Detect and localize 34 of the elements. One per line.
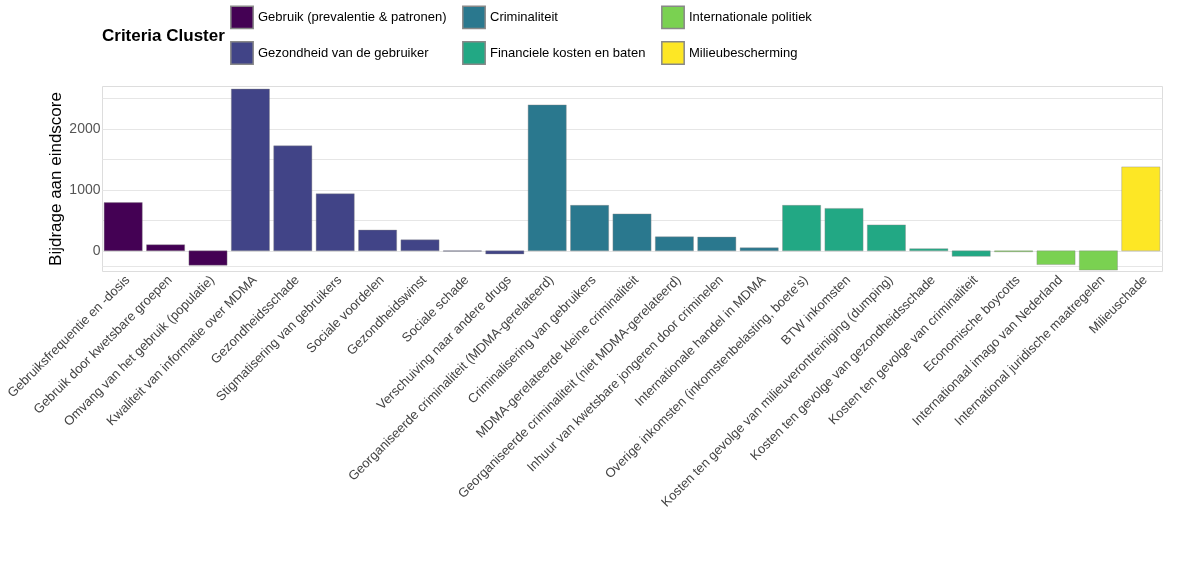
bar — [315, 193, 355, 252]
bar — [951, 250, 991, 257]
bar — [485, 250, 525, 255]
bar — [612, 213, 652, 252]
bar — [909, 248, 949, 252]
bar — [824, 208, 864, 252]
y-axis-title: Bijdrage aan eindscore — [46, 92, 66, 266]
bar — [273, 145, 313, 252]
legend-title: Criteria Cluster — [102, 26, 226, 45]
legend-label: Criminaliteit — [490, 9, 559, 25]
bar — [655, 236, 694, 252]
bar — [739, 247, 779, 252]
bar — [697, 236, 737, 252]
bar — [358, 229, 397, 252]
bar — [1079, 250, 1118, 271]
y-tick-label: 2000 — [69, 120, 101, 137]
legend-label: Gezondheid van de gebruiker — [258, 45, 430, 60]
bar — [188, 250, 228, 266]
y-tick-label: 0 — [92, 242, 101, 259]
bar — [867, 224, 906, 252]
legend-label: Financiele kosten en baten — [490, 45, 646, 60]
bar — [146, 244, 185, 252]
legend-label: Gebruik (prevalentie & patronen) — [258, 9, 447, 25]
bar — [1036, 250, 1076, 265]
bar — [782, 205, 821, 252]
bar — [103, 202, 143, 252]
bar — [527, 104, 567, 252]
legend-label: Internationale politiek — [689, 9, 813, 25]
bar — [231, 88, 270, 252]
y-tick-label: 1000 — [69, 181, 101, 198]
bar — [400, 239, 440, 252]
legend-label: Milieubescherming — [689, 45, 798, 60]
bar — [570, 205, 609, 252]
bar — [1121, 166, 1161, 252]
